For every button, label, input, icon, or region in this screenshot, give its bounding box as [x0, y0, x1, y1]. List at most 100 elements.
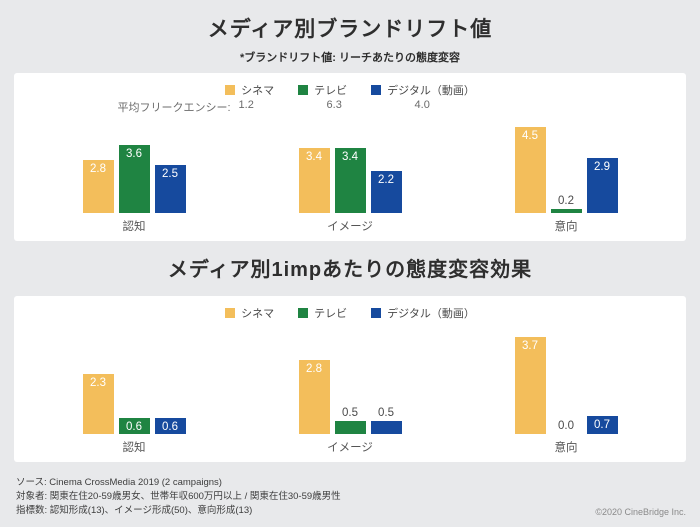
page-title: メディア別ブランドリフト値 [207, 18, 493, 41]
bar-slot: 0.5 [370, 329, 402, 434]
legend-item: デジタル（動画） [371, 305, 475, 321]
chart-panel-per-imp: シネマ テレビ デジタル（動画） 2.3 0.6 0.6 認知 2.8 0.5 0.5 イメージ 3.… [14, 296, 686, 462]
bar-slot: 4.5 [514, 118, 546, 213]
avg-frequency-value: 1.2 [238, 99, 254, 111]
bar-slot: 0.6 [154, 329, 186, 434]
bar-s0-c0: 2.3 [82, 374, 114, 434]
value-label: 3.4 [306, 151, 322, 163]
bar-slot: 3.6 [118, 118, 150, 213]
legend-item: シネマ [225, 305, 274, 321]
legend-swatch [298, 84, 309, 95]
legend-swatch [298, 307, 309, 318]
value-label: 0.0 [558, 420, 574, 432]
bar-slot: 0.5 [334, 329, 366, 434]
bar-s1-c1: 3.4 [334, 148, 366, 213]
bar-slot: 2.3 [82, 329, 114, 434]
avg-frequency-label: 平均フリークエンシー: [117, 102, 231, 114]
chart-panel-brand-lift: シネマ テレビ デジタル（動画） 平均フリークエンシー: 1.2 6.3 4.0 2.8 3.6… [14, 73, 686, 241]
legend-swatch [225, 84, 236, 95]
value-label: 2.3 [90, 377, 106, 389]
bar-slot: 2.5 [154, 118, 186, 213]
avg-frequency-value: 6.3 [326, 99, 342, 111]
bar-cluster: 2.3 0.6 0.6 [82, 329, 186, 434]
legend-item: デジタル（動画） [371, 82, 475, 98]
footer: ソース: Cinema CrossMedia 2019 (2 campaigns… [0, 462, 700, 527]
legend-swatch [371, 307, 382, 318]
footer-notes: ソース: Cinema CrossMedia 2019 (2 campaigns… [16, 476, 341, 517]
value-label: 0.6 [126, 421, 142, 433]
legend-swatch [225, 307, 236, 318]
legend-item: シネマ [225, 82, 274, 98]
bar-group-1: 2.8 0.5 0.5 イメージ [298, 329, 402, 454]
value-label: 3.7 [522, 340, 538, 352]
bar-group-0: 2.8 3.6 2.5 認知 [82, 118, 186, 233]
bar-slot: 2.8 [298, 329, 330, 434]
legend-item: テレビ [298, 82, 347, 98]
value-label: 2.5 [162, 168, 178, 180]
bar-slot: 2.8 [82, 118, 114, 213]
bar-s0-c2: 3.7 [514, 337, 546, 434]
bar-s2-c0: 0.6 [154, 418, 186, 434]
bar-slot: 3.4 [334, 118, 366, 213]
bar-slot: 0.2 [550, 118, 582, 213]
bar-s1-c2 [550, 209, 582, 213]
legend: シネマ テレビ デジタル（動画） [26, 82, 674, 98]
footer-source-line: ソース: Cinema CrossMedia 2019 (2 campaigns… [16, 477, 222, 488]
category-label: 認知 [122, 221, 146, 233]
footer-metrics-line: 指標数: 認知形成(13)、イメージ形成(50)、意向形成(13) [16, 504, 253, 516]
legend-label: デジタル（動画） [387, 307, 475, 320]
bar-s0-c2: 4.5 [514, 127, 546, 213]
bar-slot: 2.9 [586, 118, 618, 213]
bar-cluster: 2.8 0.5 0.5 [298, 329, 402, 434]
value-label: 0.5 [342, 407, 358, 419]
bar-s2-c0: 2.5 [154, 165, 186, 213]
category-label: イメージ [327, 221, 373, 233]
value-label: 0.7 [594, 419, 610, 431]
bar-s1-c0: 0.6 [118, 418, 150, 434]
legend-label: テレビ [314, 84, 348, 97]
legend-item: テレビ [298, 305, 347, 321]
bar-group-1: 3.4 3.4 2.2 イメージ [298, 118, 402, 233]
bar-s0-c1: 3.4 [298, 148, 330, 213]
copyright: ©2020 CineBridge Inc. [595, 507, 686, 518]
value-label: 3.4 [342, 151, 358, 163]
bar-slot: 0.0 [551, 329, 582, 434]
bar-slot: 0.6 [118, 329, 150, 434]
bar-slot: 3.4 [298, 118, 330, 213]
category-label: イメージ [327, 442, 373, 454]
avg-frequency-value: 4.0 [414, 99, 430, 111]
plot-area: 2.8 3.6 2.5 認知 3.4 3.4 2.2 イメージ 4.5 0.2 2.9 意向 [26, 118, 674, 233]
bar-s2-c2: 0.7 [586, 416, 618, 434]
value-label: 2.9 [594, 161, 610, 173]
legend-label: シネマ [241, 307, 275, 320]
bar-s1-c1 [334, 421, 366, 434]
per-imp-chart: シネマ テレビ デジタル（動画） 2.3 0.6 0.6 認知 2.8 0.5 0.5 イメージ 3.… [26, 305, 674, 454]
brand-lift-chart: シネマ テレビ デジタル（動画） 平均フリークエンシー: 1.2 6.3 4.0 2.8 3.6… [26, 82, 674, 233]
bar-slot: 3.7 [514, 329, 546, 434]
value-label: 0.2 [558, 195, 574, 207]
value-label: 3.6 [126, 148, 142, 160]
value-label: 0.6 [162, 421, 178, 433]
footer-audience-line: 対象者: 関東在住20-59歳男女、世帯年収600万円以上 / 関東在住30-5… [16, 490, 341, 502]
section2-title: メディア別1impあたりの態度変容効果 [167, 259, 533, 281]
bar-slot: 2.2 [370, 118, 402, 213]
bar-group-2: 3.7 0.0 0.7 意向 [514, 329, 618, 454]
bar-s2-c2: 2.9 [586, 158, 618, 213]
bar-s0-c1: 2.8 [298, 360, 330, 434]
bar-group-0: 2.3 0.6 0.6 認知 [82, 329, 186, 454]
legend-label: デジタル（動画） [387, 84, 475, 97]
plot-area: 2.3 0.6 0.6 認知 2.8 0.5 0.5 イメージ 3.7 0.0 0.7 意向 [26, 329, 674, 454]
bar-group-2: 4.5 0.2 2.9 意向 [514, 118, 618, 233]
legend: シネマ テレビ デジタル（動画） [26, 305, 674, 321]
bar-s2-c1: 2.2 [370, 171, 402, 213]
avg-frequency-row: 平均フリークエンシー: 1.2 6.3 4.0 [0, 99, 634, 114]
legend-swatch [371, 84, 382, 95]
value-label: 2.2 [378, 174, 394, 186]
bar-s0-c0: 2.8 [82, 160, 114, 213]
value-label: 0.5 [378, 407, 394, 419]
bar-slot: 0.7 [586, 329, 618, 434]
legend-label: テレビ [314, 307, 348, 320]
category-label: 意向 [554, 221, 578, 233]
value-label: 4.5 [522, 130, 538, 142]
